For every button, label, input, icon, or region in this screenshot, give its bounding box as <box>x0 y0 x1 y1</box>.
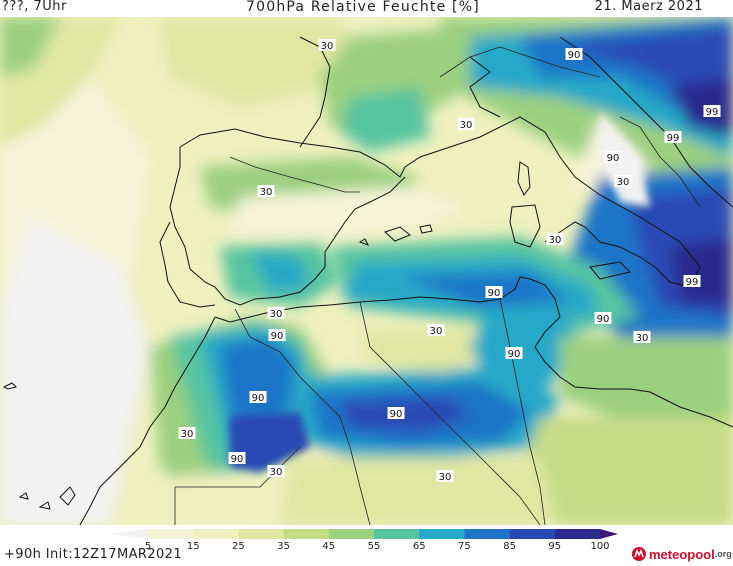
svg-text:90: 90 <box>508 349 521 360</box>
svg-text:90: 90 <box>271 331 284 342</box>
svg-text:30: 30 <box>260 187 273 198</box>
svg-text:30: 30 <box>430 326 443 337</box>
contour-label: 90 <box>594 312 612 325</box>
contour-label: 90 <box>228 452 246 465</box>
colorbar-cell <box>193 529 239 539</box>
svg-text:90: 90 <box>597 314 610 325</box>
meteopool-logo-icon <box>632 547 646 561</box>
footer-bar: 5 15 25 35 45 55 65 75 85 95 100 +90h Init:12Z17MA… <box>0 525 733 566</box>
svg-text:90: 90 <box>568 50 581 61</box>
colorbar-cap-right <box>600 529 618 539</box>
contour-label: 90 <box>268 329 286 342</box>
contour-label: 30 <box>257 185 275 198</box>
contour-label: 90 <box>505 347 523 360</box>
colorbar-cell <box>464 529 511 539</box>
contour-label: 30 <box>267 465 285 478</box>
header-bar: ???, 7Uhr 700hPa Relative Feuchte [%] 21… <box>0 0 733 17</box>
contour-label: 90 <box>387 407 405 420</box>
coastlines <box>2 36 733 525</box>
contour-label: 30 <box>614 175 632 188</box>
contour-label: 30 <box>178 427 196 440</box>
contour-label: 30 <box>318 39 336 52</box>
contour-label: 30 <box>457 118 475 131</box>
colorbar-tick-label: 65 <box>413 541 426 549</box>
brand-name: meteopool <box>649 546 715 562</box>
svg-text:99: 99 <box>706 107 719 118</box>
colorbar-cell <box>554 529 601 539</box>
contour-label: 99 <box>703 105 721 118</box>
colorbar-cell <box>283 529 330 539</box>
colorbar-tick-label: 85 <box>503 541 516 549</box>
colorbar-cell <box>148 529 194 539</box>
colorbar-cell <box>374 529 420 539</box>
brand-tld: .org <box>714 549 732 559</box>
colorbar-tick-label: 95 <box>548 541 561 549</box>
svg-text:30: 30 <box>549 235 562 246</box>
contour-label: 30 <box>633 331 651 344</box>
colorbar-cap-left <box>108 529 148 539</box>
colorbar-tick-label: 15 <box>187 541 200 549</box>
colorbar-cell <box>419 529 465 539</box>
svg-text:30: 30 <box>439 472 452 483</box>
colorbar-tick-label: 55 <box>368 541 381 549</box>
contour-label: 90 <box>485 286 503 299</box>
svg-text:30: 30 <box>617 177 630 188</box>
contour-label: 99 <box>683 275 701 288</box>
colorbar-tick-label: 25 <box>232 541 245 549</box>
colorbar-tick-label: 35 <box>277 541 290 549</box>
svg-text:30: 30 <box>270 467 283 478</box>
meteopool-logo[interactable]: meteopool .org <box>631 545 732 563</box>
svg-text:99: 99 <box>667 133 680 144</box>
humidity-map: 30 90 99 30 99 90 30 30 30 99 90 30 90 30 90 30 90 90 90 30… <box>0 17 733 525</box>
colorbar-cell <box>328 529 375 539</box>
colorbar-tick-label: 75 <box>458 541 471 549</box>
country-borders <box>174 46 701 525</box>
svg-text:30: 30 <box>270 309 283 320</box>
colorbar-cell <box>238 529 285 539</box>
contour-label: 30 <box>267 307 285 320</box>
colorbar-tick-label: 100 <box>590 541 609 549</box>
contour-label: 30 <box>436 470 454 483</box>
contour-label: 90 <box>249 391 267 404</box>
svg-text:90: 90 <box>231 454 244 465</box>
svg-text:30: 30 <box>181 429 194 440</box>
map-title: 700hPa Relative Feuchte [%] <box>246 0 480 15</box>
colorbar-tick-label: 45 <box>322 541 335 549</box>
svg-text:90: 90 <box>488 288 501 299</box>
svg-text:30: 30 <box>321 41 334 52</box>
contour-label: 90 <box>604 151 622 164</box>
header-validity-time: ???, 7Uhr <box>2 0 67 14</box>
colorbar-cell <box>509 529 556 539</box>
color-scale-bar: 5 15 25 35 45 55 65 75 85 95 100 <box>108 529 618 549</box>
svg-text:30: 30 <box>636 333 649 344</box>
svg-text:30: 30 <box>460 120 473 131</box>
contour-label: 90 <box>565 48 583 61</box>
colorbar-tick-label: 5 <box>145 541 151 549</box>
contour-label: 99 <box>664 131 682 144</box>
contour-label: 30 <box>427 324 445 337</box>
svg-text:90: 90 <box>607 153 620 164</box>
svg-text:90: 90 <box>252 393 265 404</box>
header-date: 21. Maerz 2021 <box>594 0 703 14</box>
humidity-field <box>0 17 733 525</box>
svg-text:90: 90 <box>390 409 403 420</box>
svg-text:99: 99 <box>686 277 699 288</box>
contour-label: 30 <box>546 233 564 246</box>
forecast-init-label: +90h Init:12Z17MAR2021 <box>4 547 182 562</box>
